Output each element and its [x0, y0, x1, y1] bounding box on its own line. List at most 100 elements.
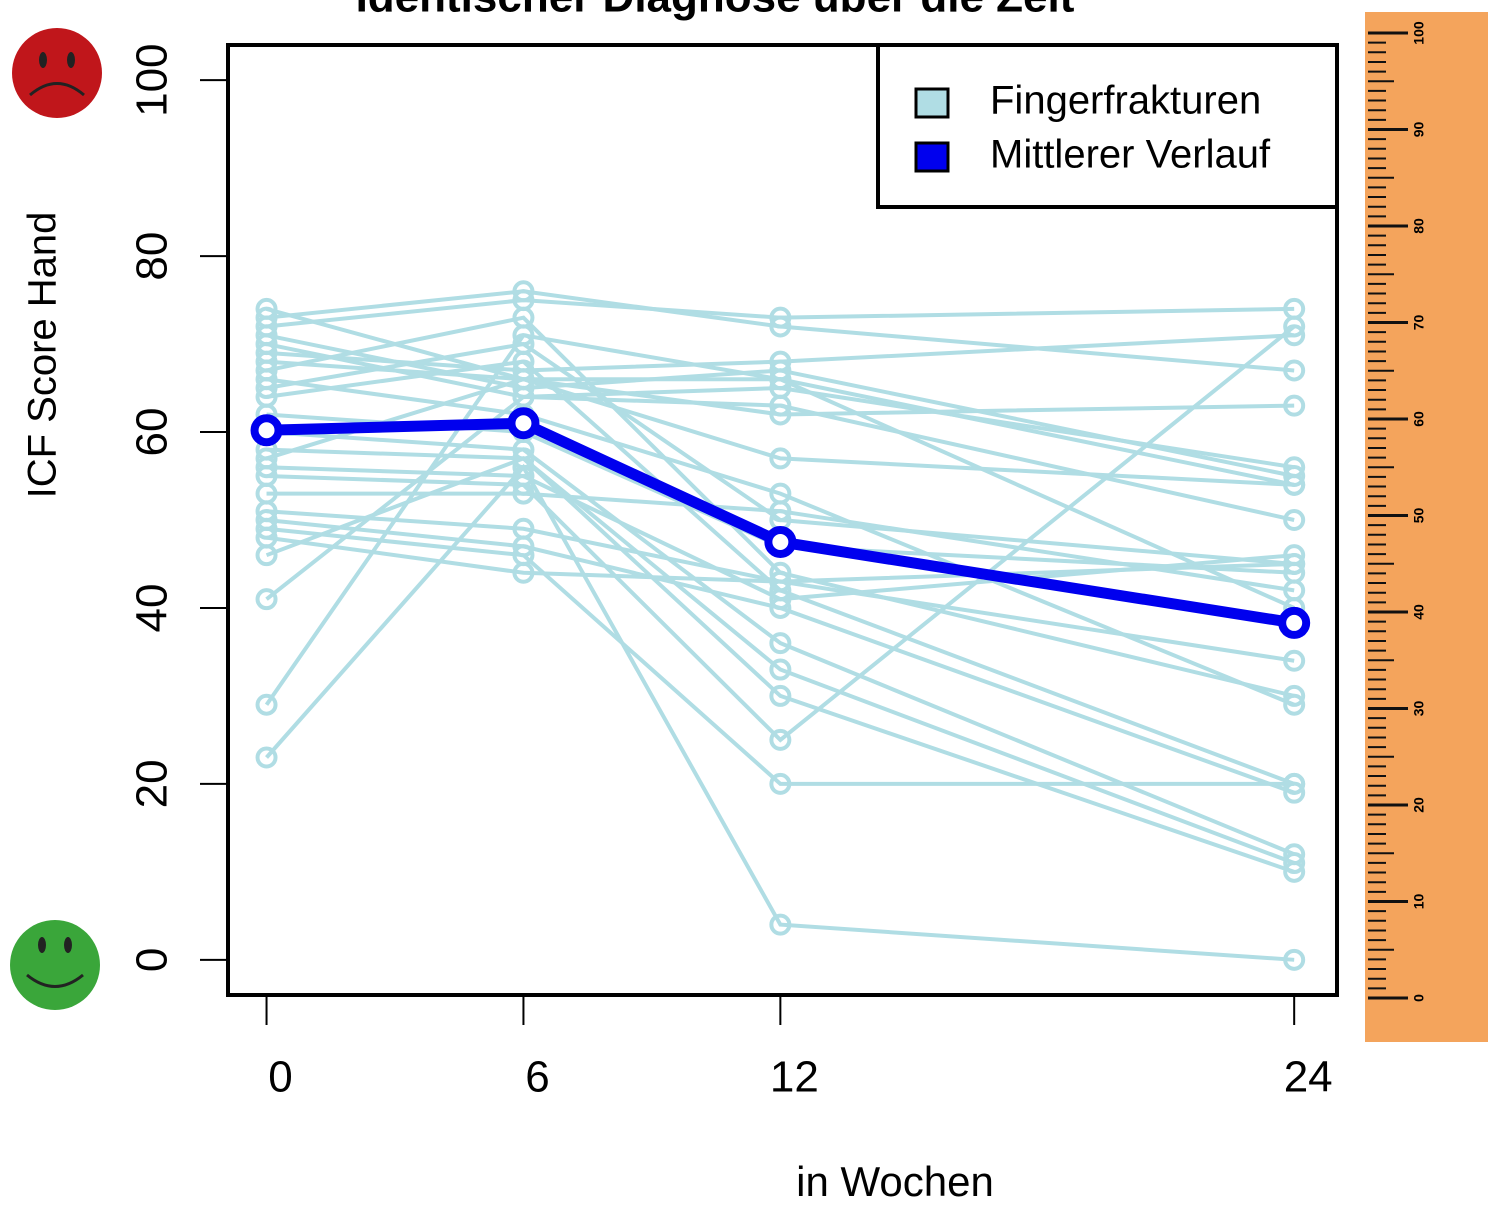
patient-point [769, 913, 792, 936]
patient-point [769, 596, 792, 619]
patient-point [255, 517, 278, 540]
patient-point [1283, 509, 1306, 531]
patient-point [512, 535, 535, 558]
patient-line [266, 333, 1295, 373]
patient-line [265, 463, 1295, 962]
ruler-label: 20 [1411, 797, 1427, 813]
patient-point [769, 394, 792, 417]
patient-line [266, 289, 1295, 373]
legend-swatch [914, 141, 950, 173]
x-tick-label: 0 [268, 1053, 292, 1102]
mean-point [764, 525, 797, 558]
patient-line [266, 518, 1295, 795]
ruler [1365, 12, 1488, 1042]
patient-point [1283, 552, 1306, 575]
y-tick-label: 60 [128, 408, 177, 457]
legend-swatch [914, 87, 950, 119]
sad-face [12, 28, 102, 118]
y-tick-label: 100 [128, 43, 177, 116]
patient-line [266, 359, 1295, 786]
patient-point [1283, 315, 1306, 338]
patient-point [1283, 852, 1306, 875]
mean-point [507, 407, 540, 440]
legend-label: Mittlerer Verlauf [990, 133, 1271, 177]
ruler-label: 80 [1411, 218, 1427, 234]
patient-point [1283, 465, 1306, 488]
mean-point [250, 414, 283, 447]
patient-point [769, 772, 792, 795]
patient-point [512, 280, 535, 303]
patient-line [266, 447, 1295, 865]
patient-point [1283, 772, 1306, 795]
patient-point [769, 306, 792, 329]
ruler-label: 100 [1411, 21, 1427, 45]
x-tick-label: 24 [1284, 1053, 1333, 1102]
patient-point [512, 385, 535, 408]
patient-point [255, 377, 278, 400]
ruler-label: 0 [1411, 994, 1427, 1002]
patient-point [1283, 473, 1306, 496]
y-axis-label: ICF Score Hand [21, 212, 65, 499]
patient-line [265, 377, 1295, 461]
chart-title: Identischer Diagnose über die Zeit [356, 0, 1075, 22]
patient-point [1283, 649, 1306, 672]
patient-point [255, 693, 278, 716]
ruler-label: 10 [1411, 894, 1427, 910]
patient-point [769, 632, 792, 655]
ruler-label: 40 [1411, 604, 1427, 620]
patient-line [264, 333, 1295, 706]
patient-point [255, 544, 278, 567]
x-axis-label: in Wochen [796, 1158, 994, 1205]
x-tick-label: 12 [770, 1053, 819, 1102]
patient-point [1283, 324, 1306, 347]
ruler-label: 30 [1411, 701, 1427, 717]
patient-point [255, 588, 278, 611]
legend [876, 43, 1339, 209]
patient-line [265, 394, 1295, 601]
legend-label: Fingerfrakturen [990, 79, 1261, 123]
patient-point [512, 324, 535, 347]
patient-point [512, 359, 535, 382]
patient-point [512, 482, 535, 505]
patient-line [265, 456, 1295, 874]
patient-point [769, 403, 792, 426]
patient-line [266, 324, 1296, 743]
patient-line [266, 298, 1295, 329]
patient-point [512, 447, 535, 470]
patient-line [266, 315, 1295, 698]
happy-face [10, 920, 100, 1010]
patient-point [1283, 948, 1306, 971]
y-tick-label: 20 [128, 759, 177, 808]
patient-point [255, 746, 278, 769]
patient-point [1283, 684, 1306, 707]
patient-line [266, 430, 1295, 857]
patient-point [1283, 860, 1306, 883]
patient-point [1283, 394, 1306, 417]
ruler-label: 70 [1411, 315, 1427, 331]
ruler-label: 50 [1411, 508, 1427, 524]
ruler-label: 90 [1411, 122, 1427, 138]
mean-line [266, 417, 1296, 629]
patient-point [769, 684, 792, 707]
patient-point [769, 447, 792, 470]
patient-point [769, 368, 792, 391]
patient-line [266, 491, 1295, 593]
patient-line [266, 359, 1295, 487]
y-tick-label: 80 [128, 232, 177, 281]
patient-point [512, 456, 535, 479]
patient-point [769, 315, 792, 338]
patient-point [255, 456, 278, 479]
patient-line [266, 341, 1295, 566]
patient-point [769, 728, 792, 751]
patient-point [512, 561, 535, 584]
mean-point [1278, 606, 1311, 639]
y-tick-label: 40 [128, 583, 177, 632]
patient-point [1283, 359, 1306, 382]
y-tick-label: 0 [128, 948, 177, 972]
patient-point [769, 500, 792, 523]
patient-point [1283, 544, 1306, 567]
patient-point [769, 570, 792, 593]
ruler-label: 60 [1411, 411, 1427, 427]
patient-line [266, 377, 1295, 707]
